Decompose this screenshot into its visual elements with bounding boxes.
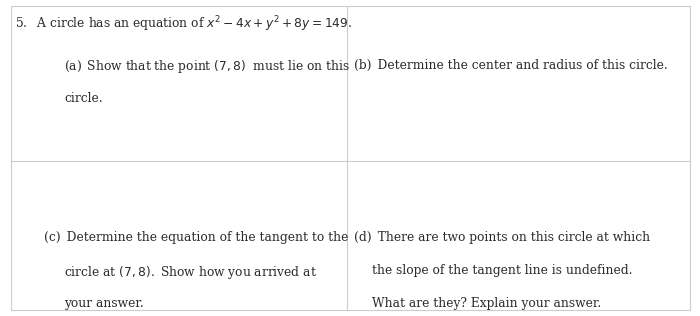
Text: circle at $(7,8)$. Show how you arrived at: circle at $(7,8)$. Show how you arrived …	[64, 264, 317, 281]
Text: What are they? Explain your answer.: What are they? Explain your answer.	[372, 297, 602, 310]
Text: (a) Show that the point $(7,8)$  must lie on this: (a) Show that the point $(7,8)$ must lie…	[64, 58, 351, 76]
Text: (b) Determine the center and radius of this circle.: (b) Determine the center and radius of t…	[354, 58, 667, 71]
Text: (c) Determine the equation of the tangent to the: (c) Determine the equation of the tangen…	[44, 231, 349, 244]
Text: the slope of the tangent line is undefined.: the slope of the tangent line is undefin…	[372, 264, 633, 277]
Text: your answer.: your answer.	[64, 297, 144, 310]
Text: (d) There are two points on this circle at which: (d) There are two points on this circle …	[354, 231, 650, 244]
Text: circle.: circle.	[64, 92, 103, 105]
Text: 5.  A circle has an equation of $x^2-4x+y^2+8y=149$.: 5. A circle has an equation of $x^2-4x+y…	[15, 14, 353, 34]
